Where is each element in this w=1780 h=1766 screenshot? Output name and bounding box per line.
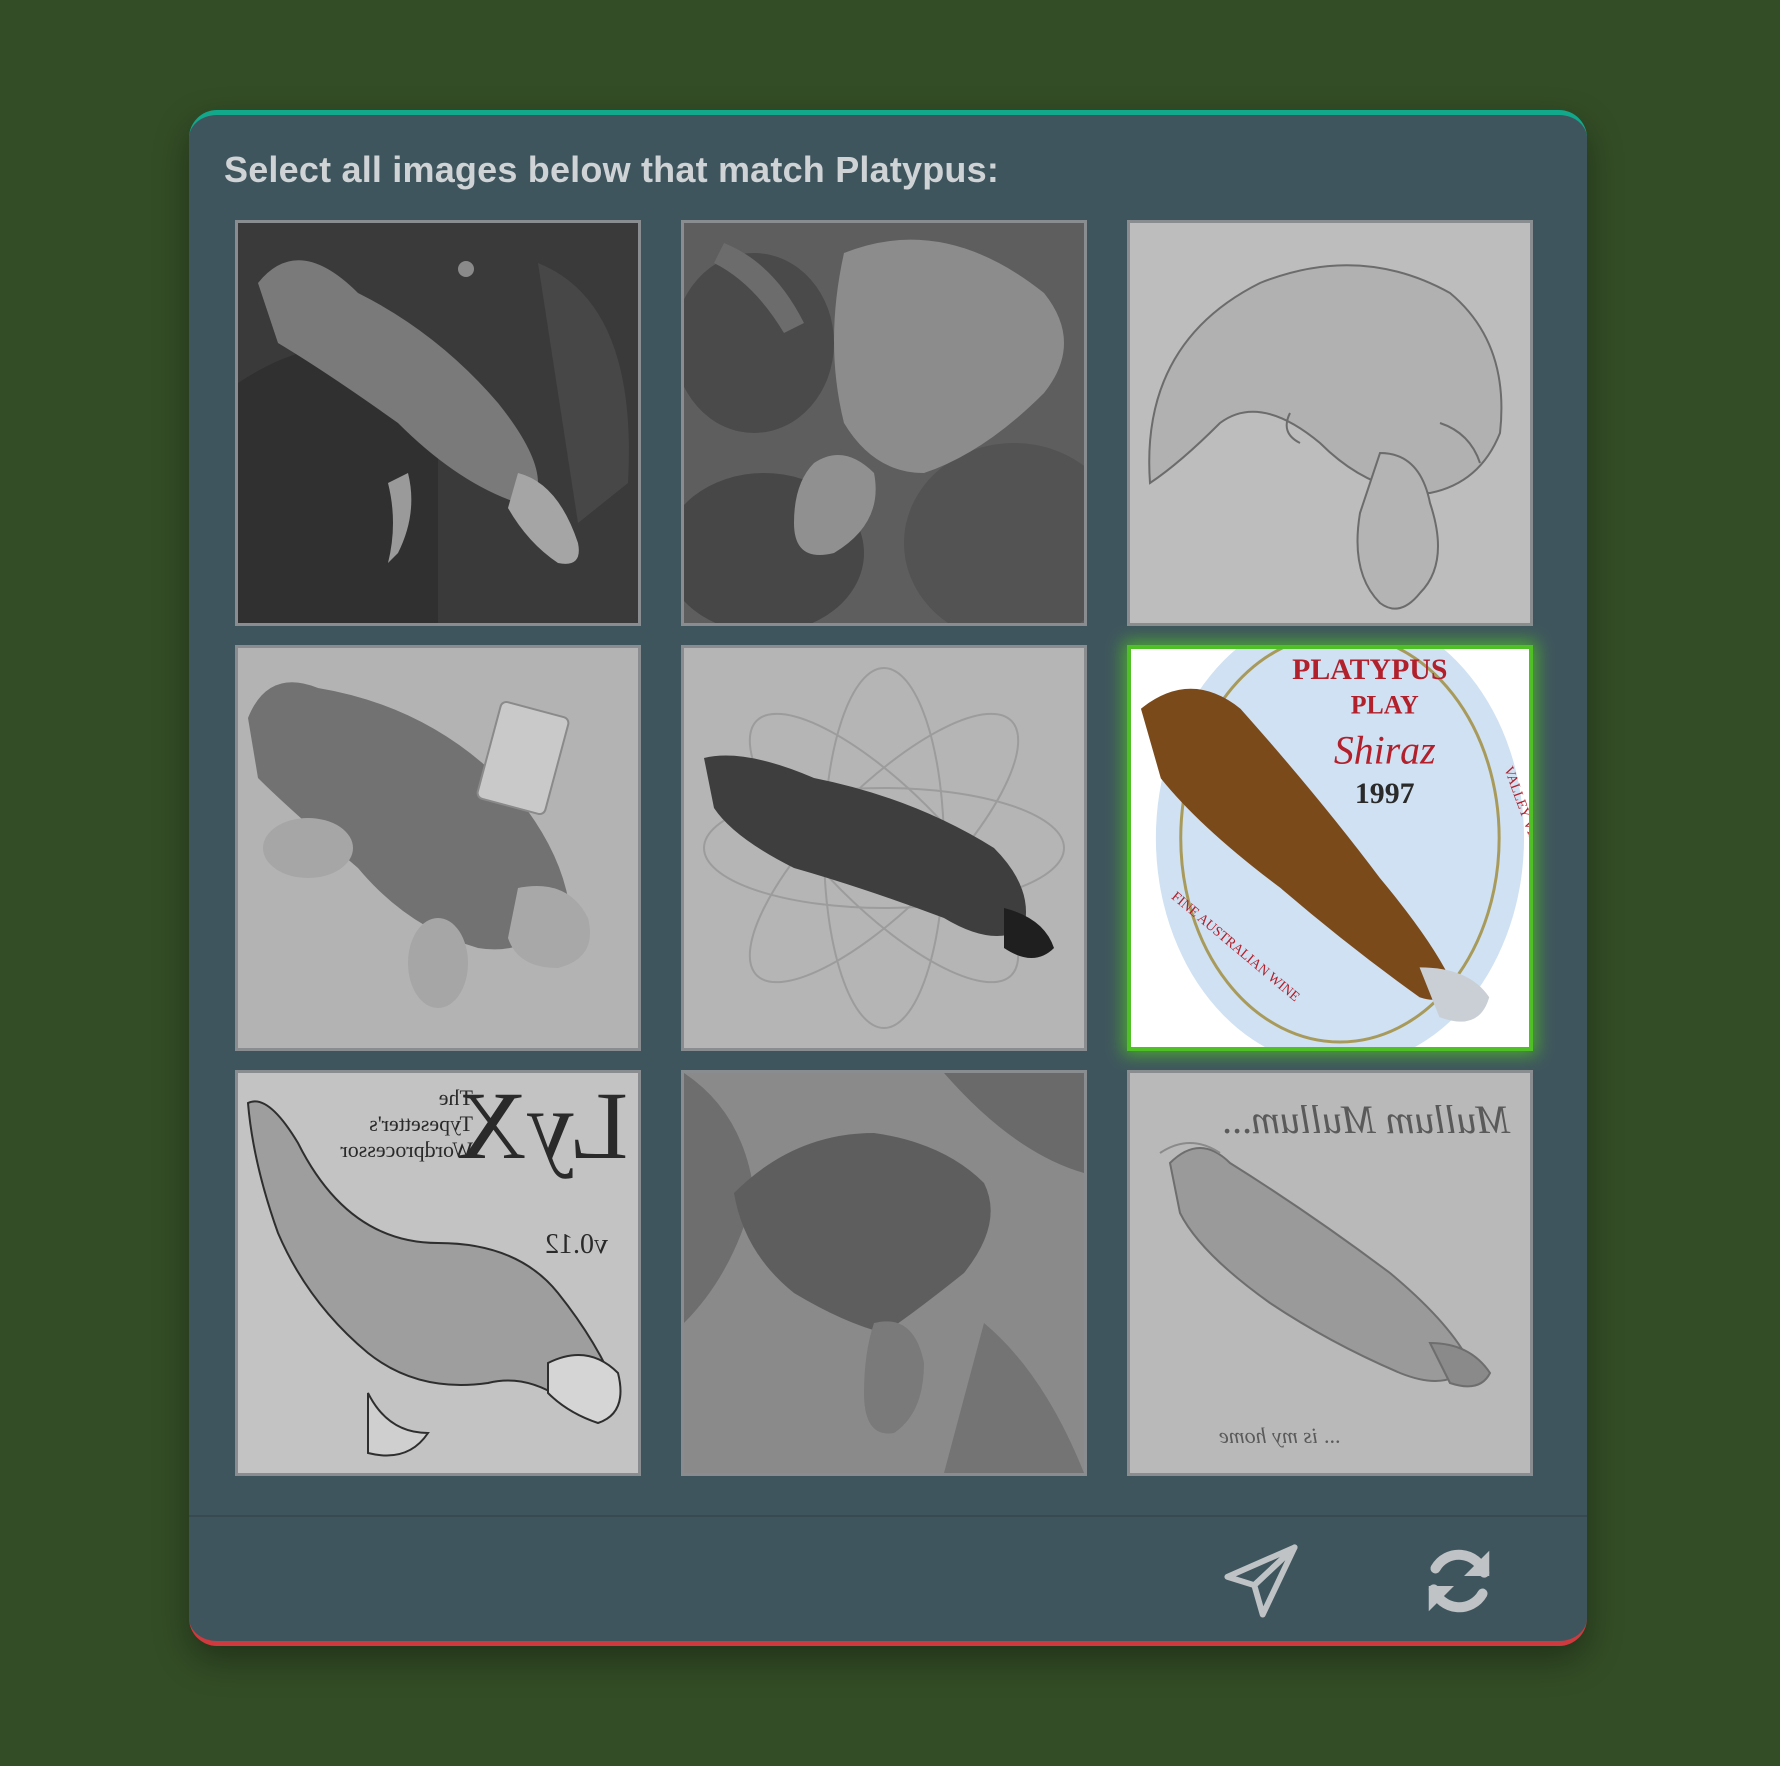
platypus-wine-label-image: PLATYPUS PLAY Shiraz 1997 VALLEY VINEYAR… bbox=[1131, 649, 1529, 1047]
platypus-mullum-sketch-image: Mullum Mullum... ... is my home bbox=[1130, 1073, 1530, 1473]
image-tile-2[interactable] bbox=[681, 220, 1087, 626]
lyx-line-2: Typesetter's bbox=[369, 1111, 473, 1136]
image-tile-7[interactable]: LyX The Typesetter's Wordprocessor v0.12 bbox=[235, 1070, 641, 1476]
image-tile-1[interactable] bbox=[235, 220, 641, 626]
submit-button[interactable] bbox=[1213, 1533, 1309, 1629]
mullum-caption-text: ... is my home bbox=[1219, 1423, 1340, 1448]
lyx-version: v0.12 bbox=[545, 1229, 608, 1260]
platypus-rocks-image bbox=[684, 223, 1084, 623]
lyx-logo-text: LyX bbox=[457, 1073, 628, 1179]
lyx-platypus-logo-image: LyX The Typesetter's Wordprocessor v0.12 bbox=[238, 1073, 638, 1473]
paper-plane-icon bbox=[1224, 1544, 1298, 1618]
refresh-icon bbox=[1428, 1549, 1490, 1613]
image-tile-4[interactable] bbox=[235, 645, 641, 1051]
platypus-flower-illustration-image bbox=[684, 648, 1084, 1048]
lyx-line-3: Wordprocessor bbox=[340, 1137, 473, 1162]
image-tile-6[interactable]: PLATYPUS PLAY Shiraz 1997 VALLEY VINEYAR… bbox=[1127, 645, 1533, 1051]
platypus-engraving-image bbox=[684, 1073, 1084, 1473]
footer-divider bbox=[189, 1515, 1587, 1517]
prompt-text: Select all images below that match Platy… bbox=[224, 149, 1000, 190]
captcha-card: Select all images below that match Platy… bbox=[189, 110, 1587, 1646]
refresh-button[interactable] bbox=[1411, 1533, 1507, 1629]
wine-label-play: PLAY bbox=[1351, 691, 1419, 720]
platypus-sketch-image bbox=[1130, 223, 1530, 623]
mullum-title-text: Mullum Mullum... bbox=[1221, 1097, 1511, 1142]
wine-label-top: PLATYPUS bbox=[1292, 653, 1447, 686]
lyx-line-1: The bbox=[439, 1085, 473, 1110]
wine-label-shiraz: Shiraz bbox=[1334, 728, 1436, 772]
image-tile-5[interactable] bbox=[681, 645, 1087, 1051]
platypus-photo-image bbox=[238, 223, 638, 623]
platypus-plush-image bbox=[238, 648, 638, 1048]
image-tile-9[interactable]: Mullum Mullum... ... is my home bbox=[1127, 1070, 1533, 1476]
image-tile-3[interactable] bbox=[1127, 220, 1533, 626]
image-tile-8[interactable] bbox=[681, 1070, 1087, 1476]
wine-label-year: 1997 bbox=[1355, 777, 1415, 810]
